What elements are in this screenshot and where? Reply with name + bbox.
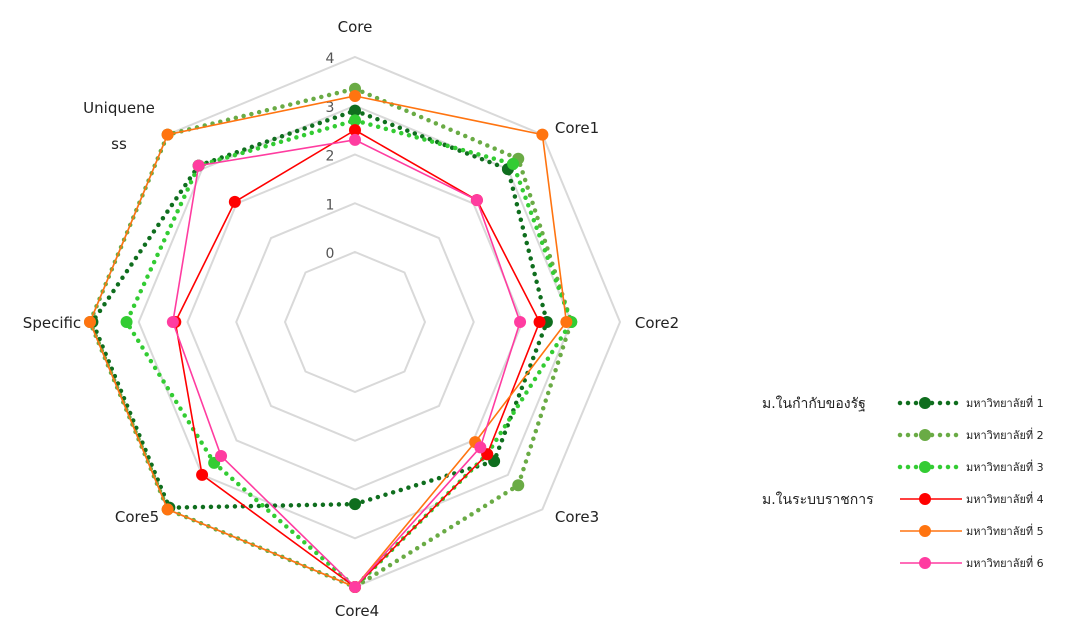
- data-point: [507, 157, 520, 170]
- grid-ring-0: [283, 250, 427, 394]
- legend-marker: [919, 525, 931, 537]
- data-point: [120, 316, 133, 328]
- legend-marker: [919, 429, 931, 441]
- data-point: [536, 128, 549, 141]
- axis-label: Core2: [635, 314, 679, 332]
- legend-item: มหาวิทยาลัยที่ 5: [900, 523, 1044, 538]
- axis-label: Core3: [555, 508, 599, 526]
- radar-series: [84, 82, 578, 593]
- axis-label: Uniquene ss: [83, 99, 155, 153]
- data-point: [166, 316, 179, 328]
- data-point: [215, 449, 228, 462]
- legend-label: มหาวิทยาลัยที่ 2: [966, 427, 1044, 442]
- data-point: [228, 195, 241, 208]
- data-point: [470, 194, 483, 207]
- legend-group-label: ม.ในระบบราชการ: [762, 491, 874, 508]
- data-point: [349, 581, 361, 593]
- legend-label: มหาวิทยาลัยที่ 4: [966, 491, 1044, 506]
- legend-item: มหาวิทยาลัยที่ 1: [897, 395, 1044, 410]
- legend-item: มหาวิทยาลัยที่ 2: [897, 427, 1044, 442]
- legend-group-label: ม.ในกำกับของรัฐ: [762, 395, 866, 412]
- data-point: [349, 90, 361, 102]
- axis-label: Core: [338, 18, 373, 36]
- data-point: [196, 468, 209, 481]
- legend-item: มหาวิทยาลัยที่ 3: [897, 459, 1044, 474]
- legend-marker: [919, 397, 931, 409]
- axis-label: Core5: [115, 508, 159, 526]
- legend-marker: [919, 493, 931, 505]
- data-point: [349, 104, 361, 117]
- data-point: [474, 441, 487, 454]
- legend-marker: [919, 557, 931, 569]
- data-point: [161, 128, 174, 141]
- radar-tick-labels: 0 1 2 3 4: [326, 51, 335, 262]
- grid-ring-1: [235, 202, 475, 442]
- legend-label: มหาวิทยาลัยที่ 3: [966, 459, 1044, 474]
- legend-label: มหาวิทยาลัยที่ 1: [966, 395, 1044, 410]
- legend-label: มหาวิทยาลัยที่ 6: [966, 555, 1044, 570]
- data-point: [349, 133, 361, 146]
- tick-label: 2: [326, 149, 335, 165]
- axis-label: Specific: [23, 314, 81, 332]
- data-point: [512, 479, 525, 492]
- tick-label: 4: [326, 51, 335, 67]
- axis-label: Core1: [555, 119, 599, 137]
- legend-item: มหาวิทยาลัยที่ 6: [900, 555, 1044, 570]
- series-4: [169, 124, 546, 593]
- legend: มหาวิทยาลัยที่ 1 มหาวิทยาลัยที่ 2 มหาวิทยา…: [762, 395, 1044, 570]
- data-point: [349, 124, 361, 137]
- legend-label: มหาวิทยาลัยที่ 5: [966, 523, 1044, 538]
- data-point: [192, 159, 205, 172]
- tick-label: 3: [326, 100, 335, 116]
- grid-ring-3: [137, 104, 573, 540]
- tick-label: 0: [326, 246, 335, 262]
- data-point: [84, 316, 96, 328]
- series-6: [166, 133, 527, 593]
- data-point: [161, 503, 174, 516]
- data-point: [349, 498, 361, 511]
- tick-label: 1: [326, 197, 335, 213]
- grid-ring-2: [186, 153, 524, 491]
- legend-item: มหาวิทยาลัยที่ 4: [900, 491, 1044, 506]
- axis-label: Core4: [335, 602, 379, 620]
- radar-axis-labels: Core Core1 Core2 Core3 Core4 Core5 Specific Uni…: [23, 18, 679, 620]
- data-point: [560, 316, 573, 328]
- series-line: [89, 95, 568, 588]
- series-line: [124, 118, 574, 591]
- data-point: [533, 316, 546, 328]
- data-point: [514, 316, 527, 328]
- data-point: [349, 114, 361, 127]
- legend-marker: [919, 461, 931, 473]
